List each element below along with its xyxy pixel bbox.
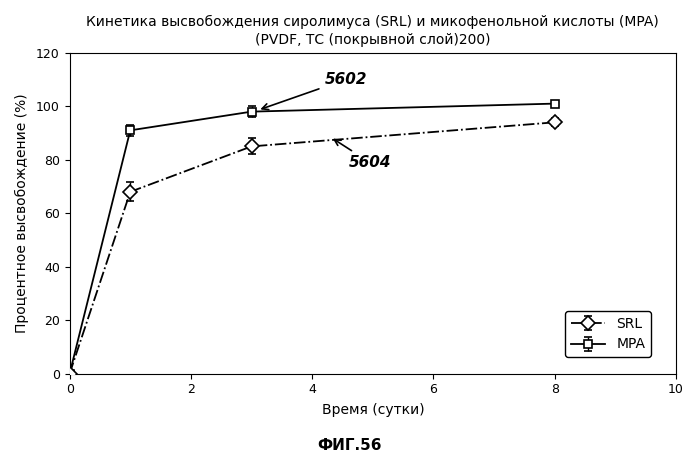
Text: 5602: 5602 [262, 72, 367, 110]
Y-axis label: Процентное высвобождение (%): Процентное высвобождение (%) [15, 93, 29, 333]
Legend: SRL, MPA: SRL, MPA [565, 311, 651, 357]
Text: ФИГ.56: ФИГ.56 [317, 439, 382, 454]
Text: 5604: 5604 [334, 140, 391, 170]
Title: Кинетика высвобождения сиролимуса (SRL) и микофенольной кислоты (MPA)
(PVDF, ТС : Кинетика высвобождения сиролимуса (SRL) … [87, 15, 659, 47]
X-axis label: Время (сутки): Время (сутки) [322, 403, 424, 417]
